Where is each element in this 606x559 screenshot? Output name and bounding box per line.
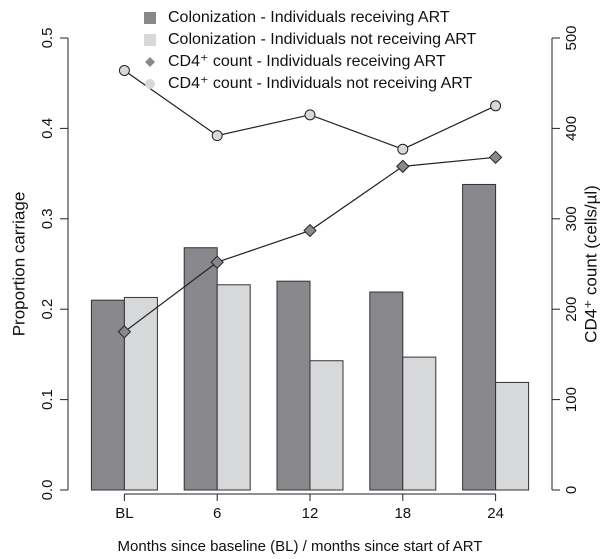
legend-swatch — [145, 79, 155, 89]
bar — [216, 284, 251, 491]
y2-tick-label: 400 — [563, 116, 580, 141]
y-tick-label: 0.4 — [39, 118, 56, 139]
x-tick-label: 6 — [213, 505, 221, 522]
bar — [462, 183, 497, 491]
bar — [369, 291, 404, 491]
y2-tick-label: 0 — [563, 486, 580, 494]
y2-tick-label: 100 — [563, 387, 580, 412]
bar — [309, 360, 344, 491]
marker — [490, 100, 502, 112]
legend-label: CD4⁺ count - Individuals not receiving A… — [168, 75, 473, 92]
x-tick-label: 24 — [487, 505, 504, 522]
marker — [118, 65, 130, 77]
marker — [303, 223, 317, 238]
bar — [276, 280, 311, 491]
y-tick-label: 0.1 — [39, 389, 56, 410]
legend-label: Colonization - Individuals not receiving… — [168, 31, 477, 48]
bar — [123, 296, 158, 491]
legend-swatch — [145, 57, 155, 67]
marker — [210, 255, 224, 269]
x-tick-label: 18 — [394, 505, 411, 522]
bar — [183, 247, 218, 491]
y2-tick-label: 300 — [563, 206, 580, 231]
y-tick-label: 0.5 — [39, 28, 56, 49]
marker — [211, 130, 223, 142]
y2-axis-label: CD4⁺ count (cells/µl) — [581, 185, 600, 343]
legend-label: CD4⁺ count - Individuals receiving ART — [168, 53, 446, 70]
x-tick-label: 12 — [302, 505, 319, 522]
y-tick-label: 0.0 — [39, 480, 56, 501]
marker — [304, 109, 316, 121]
bar — [402, 356, 437, 491]
marker — [488, 150, 503, 165]
marker — [396, 159, 410, 174]
x-axis-label: Months since baseline (BL) / months sinc… — [118, 538, 483, 555]
bar — [495, 381, 530, 491]
x-tick-label: BL — [115, 505, 133, 522]
bar — [90, 299, 125, 491]
y-tick-label: 0.3 — [39, 208, 56, 229]
y-axis-label: Proportion carriage — [9, 192, 28, 337]
legend-swatch — [144, 34, 156, 46]
y2-tick-label: 500 — [563, 25, 580, 50]
y-tick-label: 0.2 — [39, 299, 56, 320]
legend-swatch — [144, 12, 156, 24]
legend-label: Colonization - Individuals receiving ART — [168, 9, 450, 26]
y2-tick-label: 200 — [563, 297, 580, 322]
marker — [397, 143, 409, 155]
marker — [117, 325, 132, 339]
